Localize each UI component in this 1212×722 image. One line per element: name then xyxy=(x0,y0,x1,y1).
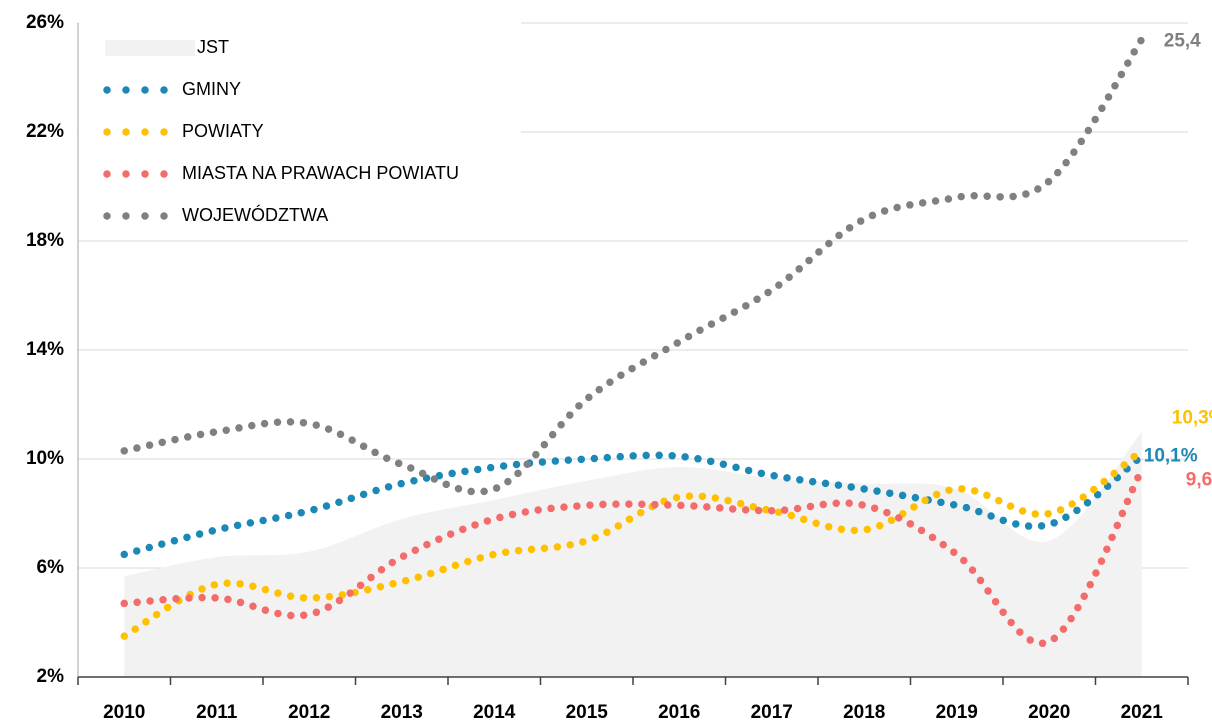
y-tick-label: 18% xyxy=(26,230,64,251)
line xyxy=(120,447,1146,640)
x-tick-label: 2016 xyxy=(658,702,700,722)
area xyxy=(124,431,1142,677)
x-tick-label: 2018 xyxy=(843,702,885,722)
x-tick-label: 2021 xyxy=(1121,702,1164,722)
value-label: 25,4 xyxy=(1164,30,1201,51)
y-tick-label: 10% xyxy=(26,448,64,469)
y-tick-label: 22% xyxy=(26,121,64,142)
x-tick-label: 2013 xyxy=(381,702,423,722)
value-label: 10,3% xyxy=(1172,407,1212,428)
x-tick-label: 2020 xyxy=(1028,702,1070,722)
value-label: 10,1% xyxy=(1144,445,1198,466)
legend-label: POWIATY xyxy=(182,121,264,141)
x-tick-label: 2010 xyxy=(103,702,145,722)
line xyxy=(120,451,1146,559)
x-tick-label: 2015 xyxy=(566,702,609,722)
y-tick-label: 6% xyxy=(37,557,65,578)
x-tick-label: 2019 xyxy=(936,702,978,722)
y-tick-label: 14% xyxy=(26,339,64,360)
legend-label: MIASTA NA PRAWACH POWIATU xyxy=(182,163,459,183)
y-tick-label: 26% xyxy=(26,12,64,33)
y-tick-label: 2% xyxy=(37,666,65,687)
legend-label: WOJEWÓDZTWA xyxy=(182,204,328,225)
line xyxy=(120,35,1146,496)
legend-label: JST xyxy=(197,37,229,57)
legend-label: GMINY xyxy=(182,79,241,99)
legend-swatch xyxy=(105,40,195,56)
x-tick-label: 2014 xyxy=(473,702,516,722)
x-tick-label: 2017 xyxy=(751,702,793,722)
x-tick-label: 2011 xyxy=(196,702,238,722)
value-label: 9,6% xyxy=(1186,469,1212,490)
x-tick-label: 2012 xyxy=(288,702,330,722)
